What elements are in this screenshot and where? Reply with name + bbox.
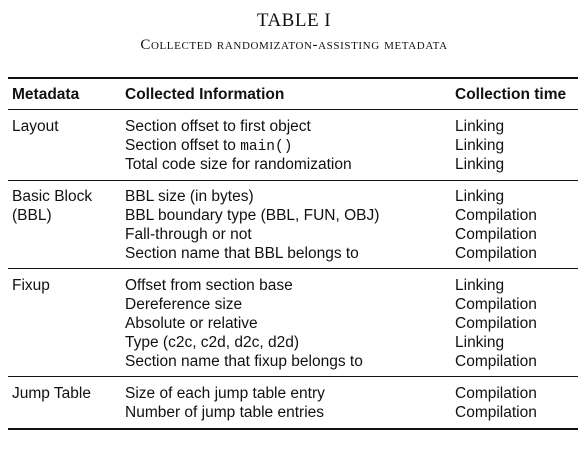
- info-cell: Offset from section base: [125, 277, 293, 294]
- time-cell: Linking: [455, 277, 505, 294]
- time-cell: Linking: [455, 118, 505, 135]
- info-cell: Type (c2c, c2d, d2c, d2d): [125, 334, 300, 351]
- table-top-rule: [8, 77, 578, 79]
- info-cell: Fall-through or not: [125, 226, 252, 243]
- metadata-label-jump-table: Jump Table: [12, 385, 91, 402]
- info-cell: Number of jump table entries: [125, 404, 325, 421]
- time-cell: Compilation: [455, 226, 537, 243]
- time-cell: Linking: [455, 156, 505, 173]
- info-cell: BBL boundary type (BBL, FUN, OBJ): [125, 207, 380, 224]
- group-rule: [8, 376, 578, 377]
- header-rule: [8, 109, 578, 110]
- time-cell: Linking: [455, 137, 505, 154]
- time-cell: Compilation: [455, 404, 537, 421]
- metadata-label-layout: Layout: [12, 118, 59, 135]
- info-cell: Section offset to main(): [125, 136, 292, 157]
- metadata-label-fixup: Fixup: [12, 277, 50, 294]
- time-cell: Compilation: [455, 353, 537, 370]
- table-bottom-rule: [8, 428, 578, 430]
- time-cell: Linking: [455, 334, 505, 351]
- metadata-label-basic-block: Basic Block: [12, 188, 93, 205]
- column-header-time: Collection time: [455, 86, 567, 103]
- info-cell: Section name that BBL belongs to: [125, 245, 359, 262]
- code-function-name: main(): [240, 139, 293, 155]
- time-cell: Compilation: [455, 207, 537, 224]
- time-cell: Compilation: [455, 245, 537, 262]
- info-cell: Section name that fixup belongs to: [125, 353, 363, 370]
- table-title: Collected randomizaton-assisting metadat…: [140, 37, 448, 53]
- group-rule: [8, 180, 578, 181]
- info-text: Section offset to: [125, 137, 241, 154]
- table-number: TABLE I: [256, 10, 332, 31]
- metadata-label-basic-block-abbrev: (BBL): [12, 207, 52, 224]
- info-cell: Size of each jump table entry: [125, 385, 325, 402]
- info-cell: Dereference size: [125, 296, 243, 313]
- group-rule: [8, 268, 578, 269]
- time-cell: Linking: [455, 188, 505, 205]
- info-cell: BBL size (in bytes): [125, 188, 254, 205]
- time-cell: Compilation: [455, 315, 537, 332]
- time-cell: Compilation: [455, 385, 537, 402]
- info-cell: Absolute or relative: [125, 315, 258, 332]
- column-header-information: Collected Information: [125, 86, 285, 103]
- time-cell: Compilation: [455, 296, 537, 313]
- column-header-metadata: Metadata: [12, 86, 80, 103]
- info-cell: Total code size for randomization: [125, 156, 352, 173]
- info-cell: Section offset to first object: [125, 118, 311, 135]
